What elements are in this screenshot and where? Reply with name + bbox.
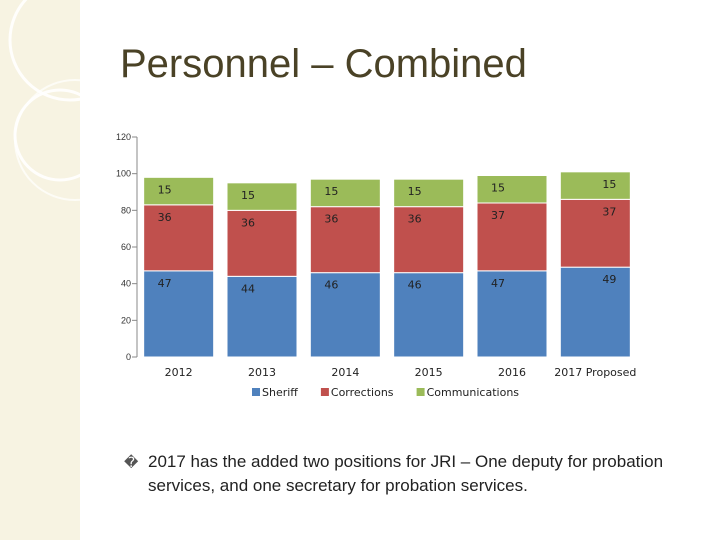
bar-segment-sheriff: [559, 266, 631, 358]
data-label: 46: [324, 279, 338, 292]
legend-label: Sheriff: [262, 386, 298, 399]
data-label: 36: [324, 213, 338, 226]
legend-swatch-corrections: [320, 388, 329, 396]
page-title: Personnel – Combined: [120, 42, 527, 86]
bullet-point: � 2017 has the added two positions for J…: [124, 450, 710, 498]
legend-swatch-communications: [416, 388, 425, 396]
bar-segment-corrections: [143, 204, 215, 272]
data-label: 47: [158, 277, 172, 290]
stacked-bar-chart: 0 20 40 60 80 100 120 47 36 15 2012 44 36 15 2013 46 36 1…: [116, 132, 636, 399]
data-label: 36: [158, 211, 172, 224]
data-label: 15: [158, 183, 172, 196]
legend-label: Communications: [427, 386, 520, 399]
bar-segment-sheriff: [143, 270, 215, 358]
legend-swatch-sheriff: [252, 388, 260, 396]
bar-segment-communications: [559, 171, 631, 200]
legend-label: Corrections: [331, 386, 394, 399]
x-category-label: 2013: [248, 366, 276, 379]
y-tick-label: 80: [121, 205, 131, 215]
bar-segment-communications: [476, 175, 548, 204]
bar-segment-communications: [226, 182, 298, 211]
data-label: 46: [408, 279, 422, 292]
x-category-label: 2016: [498, 366, 526, 379]
data-label: 15: [408, 185, 422, 198]
bar-segment-sheriff: [393, 272, 465, 358]
y-tick-label: 40: [121, 279, 131, 289]
bar-segment-corrections: [393, 206, 465, 274]
x-category-label: 2014: [331, 366, 359, 379]
x-category-label: 2015: [415, 366, 443, 379]
data-label: 15: [491, 182, 505, 195]
bar-segment-corrections: [476, 202, 548, 272]
bullet-icon: �: [124, 454, 139, 470]
decorative-side-band: [0, 0, 136, 540]
x-category-label: 2017 Proposed: [554, 366, 636, 379]
data-label: 36: [408, 213, 422, 226]
data-label: 36: [241, 216, 255, 229]
y-tick-label: 120: [116, 132, 131, 142]
y-tick-label: 0: [126, 352, 131, 362]
data-label: 15: [602, 178, 616, 191]
bar-segment-corrections: [226, 209, 298, 277]
bar-segment-corrections: [309, 206, 381, 274]
bar-segment-sheriff: [476, 270, 548, 358]
y-tick-label: 20: [121, 315, 131, 325]
bullet-text: 2017 has the added two positions for JRI…: [148, 452, 664, 495]
x-category-label: 2012: [165, 366, 193, 379]
bar-segment-communications: [393, 178, 465, 208]
data-label: 37: [491, 209, 505, 222]
y-tick-label: 60: [121, 242, 131, 252]
bar-segment-communications: [143, 176, 215, 206]
y-tick-label: 100: [116, 169, 131, 179]
bar-segment-communications: [309, 178, 381, 208]
data-label: 15: [324, 185, 338, 198]
data-label: 44: [241, 282, 255, 295]
bar-segment-sheriff: [309, 272, 381, 358]
bar-segment-sheriff: [226, 275, 298, 358]
data-label: 49: [602, 273, 616, 286]
bar-segment-corrections: [559, 198, 631, 268]
data-label: 37: [602, 205, 616, 218]
data-label: 15: [241, 189, 255, 202]
data-label: 47: [491, 277, 505, 290]
